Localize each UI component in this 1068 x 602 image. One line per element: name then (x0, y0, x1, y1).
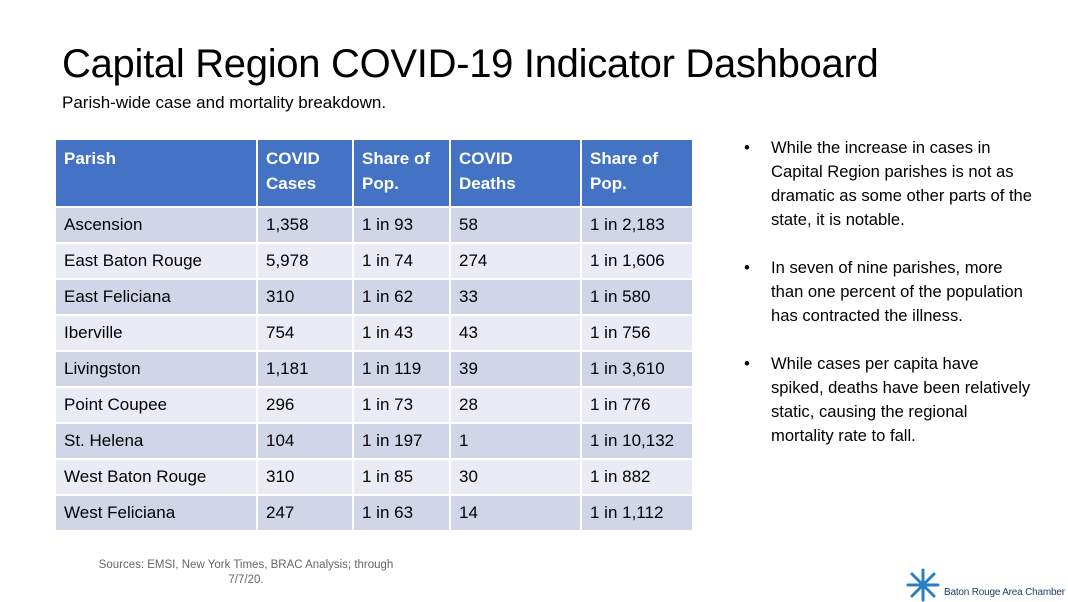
bullet-item: • In seven of nine parishes, more than on… (744, 256, 1034, 328)
bullet-icon: • (744, 354, 750, 373)
cell-cases: 1,358 (256, 206, 354, 244)
bullet-item: • While the increase in cases in Capital … (744, 136, 1034, 232)
cell-deaths-share: 1 in 1,606 (580, 242, 694, 280)
cell-deaths-share: 1 in 10,132 (580, 422, 694, 460)
cell-parish: St. Helena (54, 422, 258, 460)
cell-cases-share: 1 in 119 (352, 350, 451, 388)
cell-cases: 754 (256, 314, 354, 352)
cell-cases-share: 1 in 63 (352, 494, 451, 532)
header-parish: Parish (54, 138, 258, 208)
cell-deaths-share: 1 in 580 (580, 278, 694, 316)
cell-cases: 296 (256, 386, 354, 424)
key-findings-list: • While the increase in cases in Capital … (744, 136, 1034, 472)
logo-text: Baton Rouge Area Chamber (944, 587, 1065, 598)
bullet-text: While cases per capita have spiked, deat… (771, 354, 1031, 445)
cell-cases-share: 1 in 62 (352, 278, 451, 316)
cell-deaths: 30 (449, 458, 582, 496)
cell-cases-share: 1 in 93 (352, 206, 451, 244)
table-header-row: Parish COVID Cases Share of Pop. COVID Deat… (54, 138, 694, 208)
bullet-icon: • (744, 258, 750, 277)
cell-parish: Livingston (54, 350, 258, 388)
cell-deaths: 39 (449, 350, 582, 388)
cell-deaths: 1 (449, 422, 582, 460)
sources-note: Sources: EMSI, New York Times, BRAC Anal… (98, 559, 394, 586)
table-row: Point Coupee 296 1 in 73 28 1 in 776 (54, 386, 694, 424)
bullet-icon: • (744, 138, 750, 157)
cell-deaths-share: 1 in 2,183 (580, 206, 694, 244)
cell-parish: West Feliciana (54, 494, 258, 532)
page-title: Capital Region COVID-19 Indicator Dashbo… (62, 42, 879, 86)
cell-cases: 104 (256, 422, 354, 460)
cell-deaths: 43 (449, 314, 582, 352)
table-row: St. Helena 104 1 in 197 1 1 in 10,132 (54, 422, 694, 460)
cell-cases: 1,181 (256, 350, 354, 388)
cell-deaths-share: 1 in 1,112 (580, 494, 694, 532)
bullet-item: • While cases per capita have spiked, dea… (744, 352, 1034, 448)
cell-cases-share: 1 in 43 (352, 314, 451, 352)
cell-parish: Iberville (54, 314, 258, 352)
table-row: Ascension 1,358 1 in 93 58 1 in 2,183 (54, 206, 694, 244)
cell-cases: 310 (256, 278, 354, 316)
header-deaths-share-of-pop: Share of Pop. (580, 138, 694, 208)
cell-cases-share: 1 in 85 (352, 458, 451, 496)
chamber-logo: Baton Rouge Area Chamber (906, 568, 1066, 602)
cell-parish: Point Coupee (54, 386, 258, 424)
table-row: Livingston 1,181 1 in 119 39 1 in 3,610 (54, 350, 694, 388)
table-row: East Baton Rouge 5,978 1 in 74 274 1 in 1,60… (54, 242, 694, 280)
cell-cases-share: 1 in 197 (352, 422, 451, 460)
cell-cases-share: 1 in 73 (352, 386, 451, 424)
cell-cases: 5,978 (256, 242, 354, 280)
cell-deaths: 33 (449, 278, 582, 316)
starburst-logo-icon (906, 568, 940, 602)
cell-parish: East Baton Rouge (54, 242, 258, 280)
table-row: West Baton Rouge 310 1 in 85 30 1 in 882 (54, 458, 694, 496)
cell-deaths: 274 (449, 242, 582, 280)
cell-parish: West Baton Rouge (54, 458, 258, 496)
parish-data-table: Parish COVID Cases Share of Pop. COVID Deat… (54, 138, 694, 532)
bullet-text: In seven of nine parishes, more than one… (771, 258, 1023, 325)
page-subtitle: Parish-wide case and mortality breakdown… (62, 93, 387, 112)
cell-deaths: 28 (449, 386, 582, 424)
cell-cases: 310 (256, 458, 354, 496)
header-covid-deaths: COVID Deaths (449, 138, 582, 208)
header-covid-cases: COVID Cases (256, 138, 354, 208)
cell-deaths: 58 (449, 206, 582, 244)
cell-cases-share: 1 in 74 (352, 242, 451, 280)
header-cases-share-of-pop: Share of Pop. (352, 138, 451, 208)
table-row: East Feliciana 310 1 in 62 33 1 in 580 (54, 278, 694, 316)
table-row: West Feliciana 247 1 in 63 14 1 in 1,112 (54, 494, 694, 532)
cell-parish: East Feliciana (54, 278, 258, 316)
cell-deaths-share: 1 in 882 (580, 458, 694, 496)
bullet-text: While the increase in cases in Capital R… (771, 138, 1033, 229)
cell-cases: 247 (256, 494, 354, 532)
cell-deaths-share: 1 in 756 (580, 314, 694, 352)
cell-deaths: 14 (449, 494, 582, 532)
cell-deaths-share: 1 in 776 (580, 386, 694, 424)
cell-parish: Ascension (54, 206, 258, 244)
cell-deaths-share: 1 in 3,610 (580, 350, 694, 388)
table-row: Iberville 754 1 in 43 43 1 in 756 (54, 314, 694, 352)
